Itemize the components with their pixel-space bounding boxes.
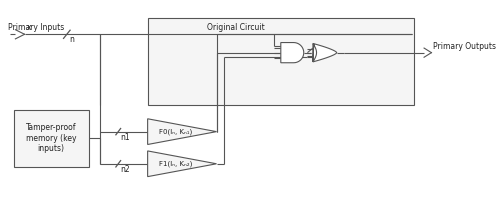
Bar: [148, 18, 414, 105]
Text: Original Circuit: Original Circuit: [208, 23, 265, 32]
Text: n1: n1: [120, 133, 130, 142]
Polygon shape: [148, 119, 216, 144]
Text: n2: n2: [120, 165, 130, 174]
Text: F1(Iₙ, Kₙ₂): F1(Iₙ, Kₙ₂): [158, 160, 192, 167]
Polygon shape: [313, 43, 337, 62]
Text: x: x: [26, 24, 31, 33]
Text: n: n: [70, 35, 74, 44]
Text: F0(Iₙ, Kₙ₁): F0(Iₙ, Kₙ₁): [158, 128, 192, 135]
Text: Primary Outputs: Primary Outputs: [434, 42, 496, 51]
Text: Tamper-proof
memory (key
inputs): Tamper-proof memory (key inputs): [26, 123, 76, 153]
Bar: [14, 110, 89, 167]
Polygon shape: [148, 151, 216, 177]
Polygon shape: [281, 43, 303, 63]
Text: Primary Inputs: Primary Inputs: [8, 24, 64, 33]
